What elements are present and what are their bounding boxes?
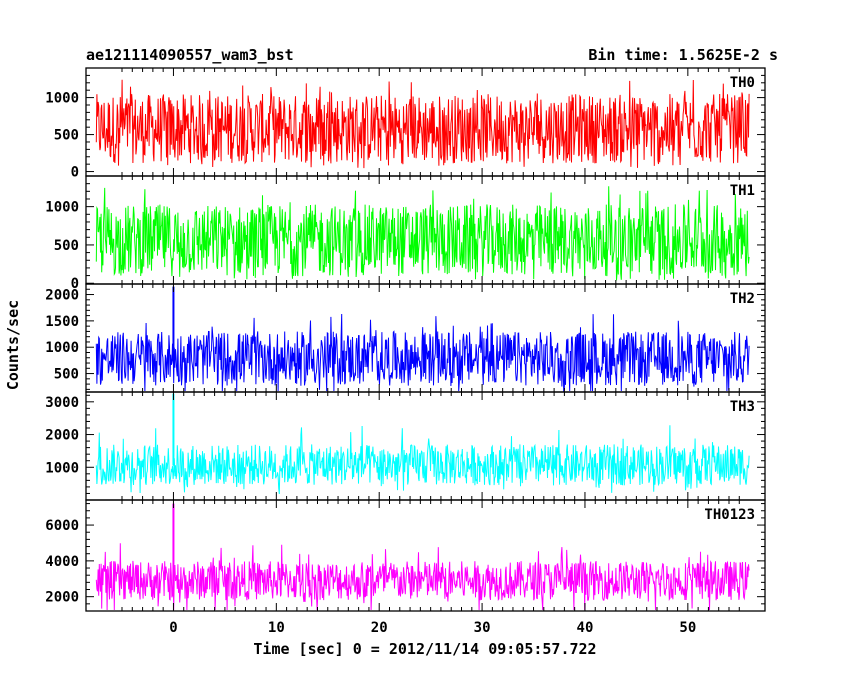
panel-label: TH3 [730,399,755,415]
panel-frame [85,499,766,612]
y-tick-label: 3000 [45,395,79,411]
panel-label: TH0123 [704,507,755,523]
series-th0 [95,79,750,169]
panel-th0123: 2000 4000 6000 TH0123 [45,499,766,612]
series-th1 [95,186,750,281]
panel-th1: 0 500 1000 TH1 [45,175,766,292]
y-tick-label: 0 [71,165,79,181]
x-tick-label: 10 [268,620,285,636]
panel-label: TH1 [730,183,755,199]
y-tick-label: 1000 [45,200,79,216]
y-tick-label: 500 [54,367,79,383]
series-th3 [95,425,750,495]
x-tick-label: 0 [169,620,177,636]
y-tick-label: 0 [71,276,79,292]
y-axis-label: Counts/sec [4,300,22,390]
y-tick-label: 1000 [45,91,79,107]
y-tick-label: 500 [54,238,79,254]
x-tick-label: 40 [577,620,594,636]
y-tick-label: 2000 [45,288,79,304]
panel-th2: 500 1000 1500 2000 TH2 [45,283,766,393]
x-tick-label: 50 [679,620,696,636]
panel-th3: 1000 2000 3000 TH3 [45,391,766,501]
series-th0123 [95,543,750,611]
y-tick-label: 1000 [45,460,79,476]
x-axis-label: Time [sec] 0 = 2012/11/14 09:05:57.722 [253,640,596,658]
x-tick-label: 30 [474,620,491,636]
x-tick-label: 20 [371,620,388,636]
y-tick-label: 1500 [45,314,79,330]
panel-th0: 0 500 1000 TH0 [45,67,766,181]
y-tick-label: 6000 [45,518,79,534]
bin-time-label: Bin time: 1.5625E-2 s [588,46,778,64]
series-th2 [95,313,750,393]
y-tick-label: 500 [54,128,79,144]
y-tick-label: 2000 [45,590,79,606]
y-tick-label: 4000 [45,554,79,570]
y-tick-label: 2000 [45,428,79,444]
chart-title: ae121114090557_wam3_bst [86,46,294,64]
panel-label: TH0 [730,75,755,91]
panel-label: TH2 [730,291,755,307]
y-tick-label: 1000 [45,340,79,356]
